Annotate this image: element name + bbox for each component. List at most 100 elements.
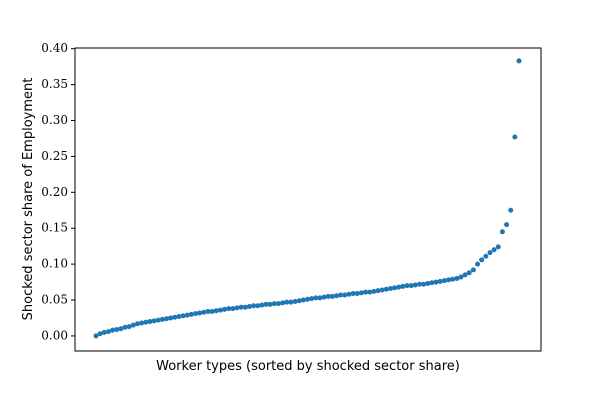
point xyxy=(479,257,485,263)
point xyxy=(400,283,406,289)
point xyxy=(433,279,439,285)
y-tick-label: 0.35 xyxy=(41,77,68,91)
point xyxy=(180,313,186,319)
point xyxy=(238,304,244,310)
point xyxy=(354,291,360,297)
point xyxy=(101,329,107,335)
point xyxy=(296,298,302,304)
x-axis-label: Worker types (sorted by shocked sector s… xyxy=(156,359,460,374)
y-tick-label: 0.40 xyxy=(41,41,68,55)
y-axis-label: Shocked sector share of Employment xyxy=(21,78,36,321)
point xyxy=(217,307,223,313)
point xyxy=(454,275,460,281)
point xyxy=(93,333,99,339)
point xyxy=(226,306,232,312)
point xyxy=(188,311,194,317)
point xyxy=(159,316,165,322)
point xyxy=(197,310,203,316)
point xyxy=(259,302,265,308)
plot-frame xyxy=(74,47,542,352)
point xyxy=(379,287,385,293)
point xyxy=(367,289,373,295)
point xyxy=(334,293,340,299)
point xyxy=(275,301,281,307)
point xyxy=(122,324,128,330)
point xyxy=(201,309,207,315)
point xyxy=(246,303,252,309)
point xyxy=(387,286,393,292)
point xyxy=(483,253,489,259)
point xyxy=(209,309,215,315)
point xyxy=(130,322,136,328)
point xyxy=(421,281,427,287)
point xyxy=(462,272,468,278)
point xyxy=(499,229,505,235)
point xyxy=(396,284,402,290)
point xyxy=(263,301,269,307)
point xyxy=(512,134,518,140)
y-tick-label: 0.00 xyxy=(41,328,68,342)
point xyxy=(358,290,364,296)
point xyxy=(168,315,174,321)
point xyxy=(251,303,257,309)
point xyxy=(342,292,348,298)
point xyxy=(118,326,124,332)
point xyxy=(97,331,103,337)
point xyxy=(271,301,277,307)
point xyxy=(305,296,310,302)
point xyxy=(475,261,481,267)
point xyxy=(114,326,120,332)
point xyxy=(404,283,410,289)
point xyxy=(110,327,116,333)
point xyxy=(242,304,248,310)
point xyxy=(450,276,456,282)
point xyxy=(466,270,472,276)
point xyxy=(288,299,294,305)
point xyxy=(147,319,153,325)
point xyxy=(317,295,323,301)
point xyxy=(412,282,418,288)
point xyxy=(164,316,169,322)
point xyxy=(458,274,464,280)
point xyxy=(184,312,190,318)
point xyxy=(134,321,140,327)
point xyxy=(143,319,149,325)
point xyxy=(151,318,157,324)
point xyxy=(516,58,522,64)
point xyxy=(205,309,211,315)
point xyxy=(508,207,514,213)
point xyxy=(176,314,182,320)
point xyxy=(280,300,286,306)
point xyxy=(383,286,389,292)
point xyxy=(350,291,356,297)
point xyxy=(222,306,228,312)
point xyxy=(491,247,497,253)
point xyxy=(371,288,377,294)
point xyxy=(375,288,381,294)
point xyxy=(408,283,414,289)
y-tick-label: 0.25 xyxy=(41,149,68,163)
point xyxy=(284,299,290,305)
point xyxy=(309,296,315,302)
point xyxy=(139,320,145,326)
y-tick-label: 0.20 xyxy=(41,185,68,199)
point xyxy=(425,281,431,287)
point xyxy=(105,329,111,335)
point xyxy=(487,250,493,256)
point xyxy=(363,289,369,295)
point xyxy=(234,305,240,311)
point xyxy=(300,297,306,303)
point xyxy=(325,293,331,299)
y-tick-label: 0.30 xyxy=(41,113,68,127)
point xyxy=(441,278,447,284)
y-tick-label: 0.15 xyxy=(41,221,68,235)
point xyxy=(504,222,510,228)
point xyxy=(230,306,236,312)
point xyxy=(338,292,344,298)
y-tick-label: 0.05 xyxy=(41,293,68,307)
point xyxy=(172,314,178,320)
point xyxy=(346,291,352,297)
point xyxy=(429,280,435,286)
point xyxy=(392,285,398,291)
